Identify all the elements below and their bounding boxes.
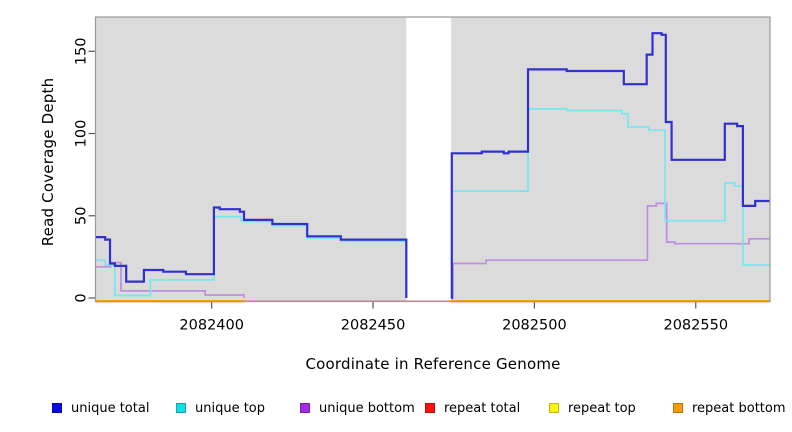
series-unique-total — [95, 206, 408, 298]
legend-label: unique total — [71, 400, 150, 416]
legend: unique total unique top unique bottom repea… — [0, 398, 792, 422]
series-unique-bottom — [452, 202, 770, 299]
legend-item-unique-bottom: unique bottom — [300, 398, 415, 418]
legend-item-repeat-bottom: repeat bottom — [673, 398, 786, 418]
y-tick-label: 0 — [74, 293, 90, 302]
legend-item-repeat-total: repeat total — [425, 398, 520, 418]
legend-swatch-icon — [300, 403, 310, 413]
y-tick-label: 100 — [74, 120, 90, 148]
x-axis-title: Coordinate in Reference Genome — [305, 355, 561, 373]
x-tick-label: 2082450 — [341, 318, 406, 334]
legend-label: unique top — [195, 400, 266, 416]
no-data-gap-band — [406, 17, 452, 301]
coverage-plot-canvas: 0 50 100 150 2082400 2082450 2082500 2082550 — [74, 16, 771, 334]
legend-swatch-icon — [425, 403, 435, 413]
legend-item-unique-top: unique top — [176, 398, 265, 418]
plot-panel-border — [94, 16, 771, 303]
legend-label: repeat total — [444, 400, 521, 416]
y-tick-label: 50 — [74, 207, 90, 225]
legend-swatch-icon — [52, 403, 62, 413]
y-tick-label: 150 — [74, 37, 90, 65]
legend-swatch-icon — [673, 403, 683, 413]
series-unique-top — [95, 215, 408, 298]
legend-label: repeat top — [568, 400, 636, 416]
x-tick-label: 2082500 — [502, 318, 567, 334]
legend-item-repeat-top: repeat top — [549, 398, 636, 418]
legend-item-unique-total: unique total — [52, 398, 149, 418]
legend-label: unique bottom — [319, 400, 415, 416]
x-tick-label: 2082400 — [179, 318, 244, 334]
y-axis-title: Read Coverage Depth — [39, 77, 57, 247]
legend-swatch-icon — [549, 403, 559, 413]
legend-swatch-icon — [176, 403, 186, 413]
legend-label: repeat bottom — [692, 400, 786, 416]
x-tick-label: 2082550 — [663, 318, 728, 334]
series-unique-total — [450, 32, 770, 300]
